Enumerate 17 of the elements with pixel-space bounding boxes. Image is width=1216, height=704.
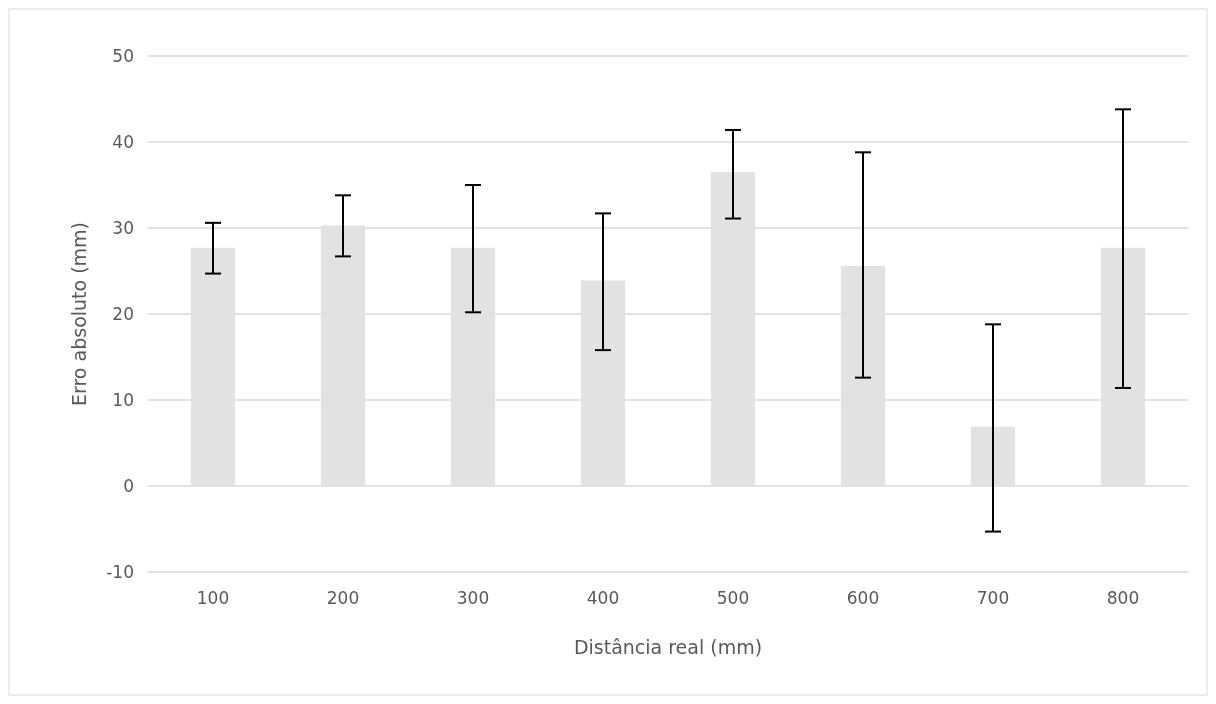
x-tick-label: 200: [326, 588, 360, 608]
y-tick-label: -10: [106, 561, 134, 582]
y-tick-label: 20: [112, 303, 134, 324]
y-tick-label: 10: [112, 389, 134, 410]
x-tick-label: 400: [586, 588, 620, 608]
y-axis-title: Erro absoluto (mm): [68, 221, 90, 407]
x-tick-label: 600: [846, 588, 880, 608]
y-tick-label: 0: [123, 475, 134, 496]
x-tick-label: 500: [716, 588, 750, 608]
x-tick-label: 300: [456, 588, 490, 608]
y-tick-label: 30: [112, 217, 134, 238]
x-axis-title: Distância real (mm): [573, 636, 763, 658]
y-tick-label: 50: [112, 45, 134, 66]
x-tick-label: 800: [1106, 588, 1140, 608]
y-tick-label: 40: [112, 131, 134, 152]
x-tick-label: 100: [196, 588, 230, 608]
x-tick-label: 700: [976, 588, 1010, 608]
